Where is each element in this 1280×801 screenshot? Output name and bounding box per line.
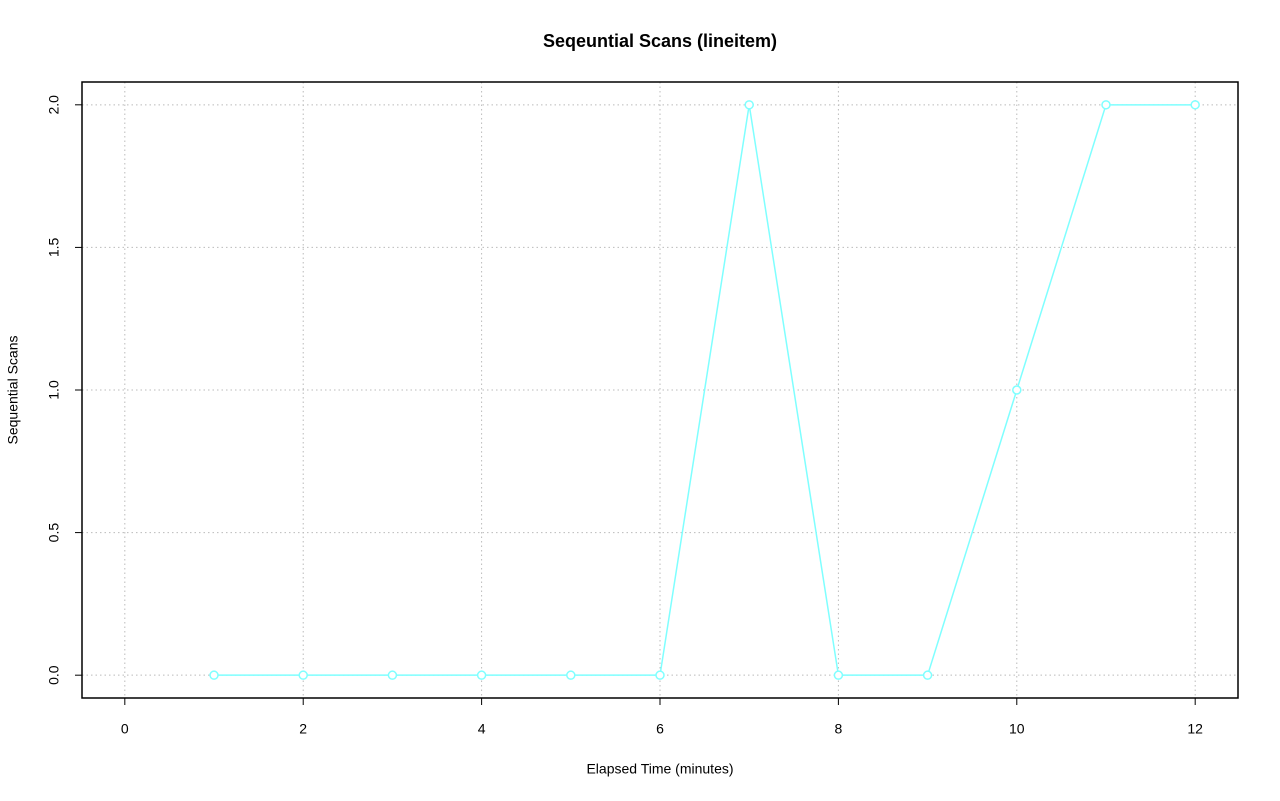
x-tick-label: 12 xyxy=(1187,721,1203,737)
y-tick-label: 1.0 xyxy=(46,380,62,400)
plot-frame xyxy=(81,81,1239,699)
x-tick-label: 8 xyxy=(834,721,842,737)
x-tick-label: 4 xyxy=(478,721,486,737)
data-point xyxy=(476,670,487,680)
y-tick-label: 0.0 xyxy=(46,665,62,685)
data-point xyxy=(1101,100,1111,110)
data-point xyxy=(387,670,398,680)
data-point xyxy=(1190,100,1200,110)
data-point xyxy=(209,670,219,680)
y-tick-label: 2.0 xyxy=(46,95,62,115)
data-point xyxy=(655,670,665,680)
data-point xyxy=(833,670,844,680)
data-point xyxy=(566,670,576,680)
y-tick-label: 1.5 xyxy=(46,237,62,257)
x-tick-label: 10 xyxy=(1009,721,1025,737)
y-axis-label: Sequential Scans xyxy=(5,336,21,445)
y-tick-label: 0.5 xyxy=(46,523,62,543)
data-line xyxy=(214,104,1196,676)
x-tick-label: 0 xyxy=(121,721,129,737)
data-point xyxy=(744,100,754,110)
x-axis-label: Elapsed Time (minutes) xyxy=(586,761,733,777)
x-tick-label: 2 xyxy=(299,721,307,737)
data-point xyxy=(922,670,933,680)
x-tick-label: 6 xyxy=(656,721,664,737)
data-point xyxy=(1012,385,1022,395)
data-point xyxy=(298,670,308,680)
chart-title: Seqeuntial Scans (lineitem) xyxy=(543,31,777,51)
